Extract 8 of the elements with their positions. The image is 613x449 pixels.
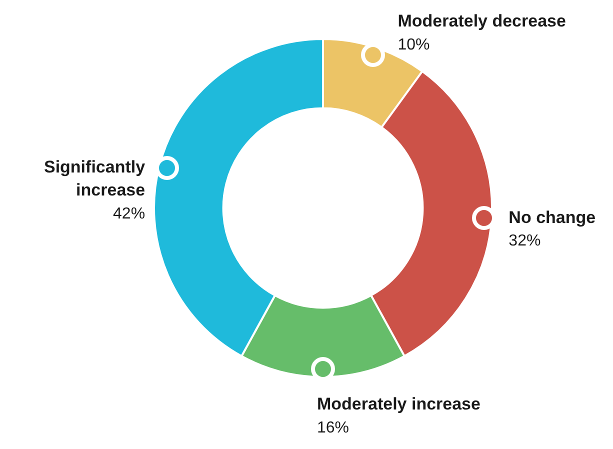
data-label: 42% xyxy=(113,205,146,222)
data-label: 10% xyxy=(398,36,430,54)
data-label: 32% xyxy=(508,232,541,250)
data-label: 16% xyxy=(317,419,350,436)
slice-label: Moderately decrease xyxy=(398,12,566,31)
slice-label: Moderately increase xyxy=(317,394,480,414)
slice-label: Significantly increase xyxy=(44,158,146,200)
legend-label: No change xyxy=(508,208,596,227)
